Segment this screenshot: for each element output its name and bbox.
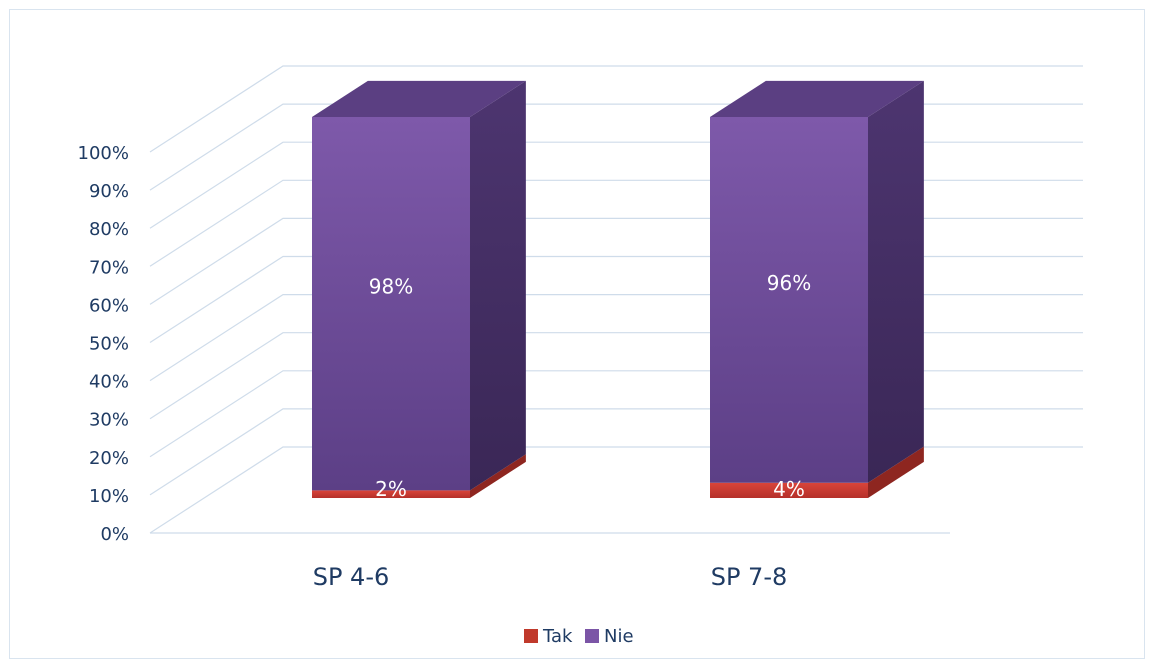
y-tick-label: 0% xyxy=(100,524,129,545)
y-tick-label: 30% xyxy=(89,410,129,431)
bar-side xyxy=(868,446,924,498)
gridline xyxy=(149,217,1083,305)
bar-front xyxy=(312,490,470,498)
gridline xyxy=(149,332,1083,420)
gridline xyxy=(149,179,1083,267)
data-label: 98% xyxy=(369,275,413,299)
gridline xyxy=(149,65,1083,153)
gridline xyxy=(149,446,1083,534)
y-tick-label: 100% xyxy=(78,143,129,164)
bar-top xyxy=(312,80,526,117)
gridline xyxy=(149,408,1083,496)
bar-tak-1 xyxy=(710,446,924,498)
y-axis-ticks: 0% 10% 20% 30% 40% 50% 60% 70% 80% 90% 100% xyxy=(78,143,129,545)
y-tick-label: 70% xyxy=(89,257,129,278)
bar-side xyxy=(470,454,526,498)
y-tick-label: 40% xyxy=(89,372,129,393)
gridline xyxy=(149,255,1083,344)
legend-swatch xyxy=(585,629,599,643)
legend-item-nie: Nie xyxy=(585,626,634,647)
legend: Tak Nie xyxy=(524,626,634,647)
data-label: 2% xyxy=(375,477,407,501)
y-tick-label: 90% xyxy=(89,181,129,202)
bar-side xyxy=(470,80,526,491)
data-labels: 2% 98% 4% 96% xyxy=(369,271,811,501)
y-tick-label: 10% xyxy=(89,486,129,507)
x-category-label: SP 7-8 xyxy=(711,563,788,591)
y-tick-label: 50% xyxy=(89,334,129,355)
bar-nie-1 xyxy=(710,80,924,483)
bar-front xyxy=(710,117,868,483)
gridline xyxy=(149,370,1083,458)
gridline xyxy=(149,294,1083,382)
legend-swatch xyxy=(524,629,538,643)
chart-frame xyxy=(9,9,1145,659)
gridline xyxy=(149,141,1083,229)
data-label: 96% xyxy=(767,271,811,295)
legend-label: Nie xyxy=(604,626,634,647)
x-axis-categories: SP 4-6 SP 7-8 xyxy=(313,563,788,591)
x-category-label: SP 4-6 xyxy=(313,563,390,591)
y-tick-label: 20% xyxy=(89,448,129,469)
y-tick-label: 80% xyxy=(89,219,129,240)
y-tick-label: 60% xyxy=(89,295,129,316)
bars-layer xyxy=(312,80,924,498)
legend-label: Tak xyxy=(542,626,573,647)
bar-front xyxy=(312,117,470,491)
bar-side xyxy=(868,80,924,483)
grid-layer xyxy=(149,65,1083,534)
bar-front xyxy=(710,482,868,498)
data-label: 4% xyxy=(773,477,805,501)
bar-nie-0 xyxy=(312,80,526,491)
bar-tak-0 xyxy=(312,454,526,498)
legend-item-tak: Tak xyxy=(524,626,573,647)
bar-top xyxy=(710,80,924,117)
gridline xyxy=(149,103,1083,191)
